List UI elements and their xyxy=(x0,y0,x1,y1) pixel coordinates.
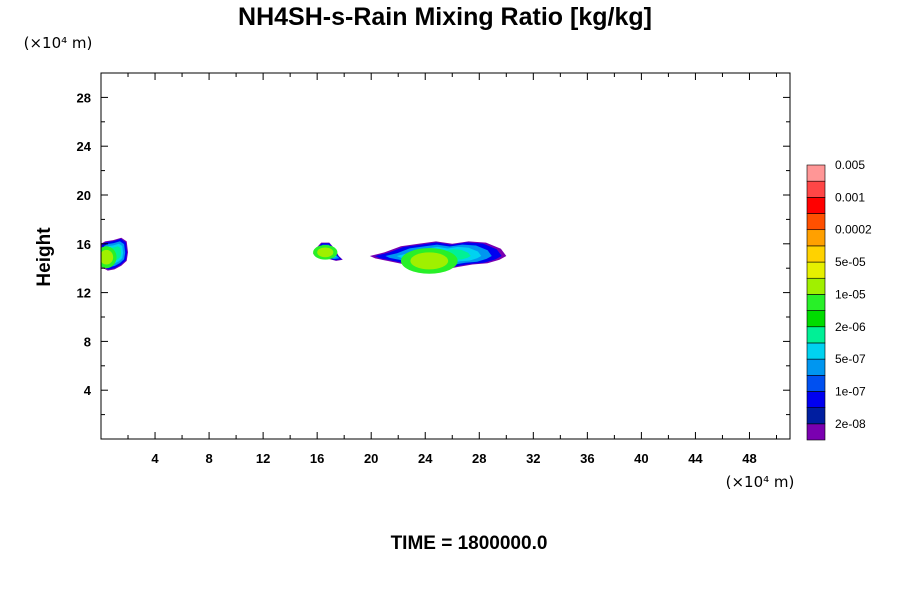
y-axis-label: Height xyxy=(34,227,55,287)
colorbar-swatch xyxy=(806,310,826,328)
chart-title: NH4SH-s-Rain Mixing Ratio [kg/kg] xyxy=(238,3,652,31)
cloud-region xyxy=(369,241,507,274)
colorbar-label: 0.001 xyxy=(835,190,865,204)
colorbar-swatch xyxy=(806,261,826,279)
x-tick-label: 40 xyxy=(634,451,648,466)
y-axis-unit: (×10⁴ m) xyxy=(24,34,93,52)
colorbar-swatch xyxy=(806,229,826,247)
y-tick-label: 8 xyxy=(84,334,91,349)
colorbar-swatch xyxy=(806,342,826,360)
y-tick-label: 4 xyxy=(84,383,92,398)
colorbar-swatch xyxy=(806,326,826,344)
colorbar-label: 0.0002 xyxy=(835,223,872,237)
x-tick-label: 16 xyxy=(310,451,324,466)
colorbar-swatch xyxy=(806,180,826,198)
plot-frame xyxy=(100,72,791,440)
y-tick-label: 20 xyxy=(77,188,91,203)
colorbar-swatch xyxy=(806,277,826,295)
colorbar-label: 5e-05 xyxy=(835,255,866,269)
colorbar-swatch xyxy=(806,294,826,311)
x-tick-label: 24 xyxy=(418,451,433,466)
plot-area xyxy=(101,237,507,274)
x-tick-label: 20 xyxy=(364,451,378,466)
colorbar-swatch xyxy=(806,164,826,182)
y-tick-label: 28 xyxy=(77,90,91,105)
colorbar-label: 2e-06 xyxy=(835,320,866,334)
x-tick-label: 4 xyxy=(151,451,159,466)
colorbar-swatch xyxy=(806,245,826,263)
cloud-region xyxy=(101,237,128,271)
colorbar: 2e-08 1e-07 5e-07 2e-06 1e-05 5e-05 0.0002 0.00… xyxy=(806,158,872,441)
y-tick-label: 24 xyxy=(77,139,92,154)
colorbar-swatch xyxy=(806,423,826,441)
colorbar-swatch xyxy=(806,213,826,231)
colorbar-swatch xyxy=(806,391,826,408)
colorbar-label: 2e-08 xyxy=(835,417,866,431)
time-label: TIME = 1800000.0 xyxy=(391,533,548,554)
x-tick-label: 8 xyxy=(205,451,212,466)
cloud-region xyxy=(313,242,343,261)
cloud-core xyxy=(410,252,449,270)
cloud-core xyxy=(317,247,334,258)
colorbar-label: 0.005 xyxy=(835,158,865,172)
colorbar-swatch xyxy=(806,374,826,392)
x-tick-label: 32 xyxy=(526,451,540,466)
colorbar-label: 1e-07 xyxy=(835,384,866,398)
x-tick-label: 28 xyxy=(472,451,486,466)
colorbar-swatch xyxy=(806,358,826,376)
x-tick-label: 44 xyxy=(688,451,703,466)
colorbar-swatch xyxy=(806,197,826,214)
y-tick-label: 12 xyxy=(77,286,91,301)
colorbar-swatch xyxy=(806,407,826,425)
x-tick-label: 36 xyxy=(580,451,594,466)
y-tick-label: 16 xyxy=(77,237,91,252)
colorbar-label: 5e-07 xyxy=(835,352,866,366)
cloud-core xyxy=(101,249,114,265)
x-tick-label: 12 xyxy=(256,451,270,466)
x-tick-label: 48 xyxy=(742,451,756,466)
x-axis-unit: (×10⁴ m) xyxy=(726,473,795,491)
colorbar-label: 1e-05 xyxy=(835,287,866,301)
